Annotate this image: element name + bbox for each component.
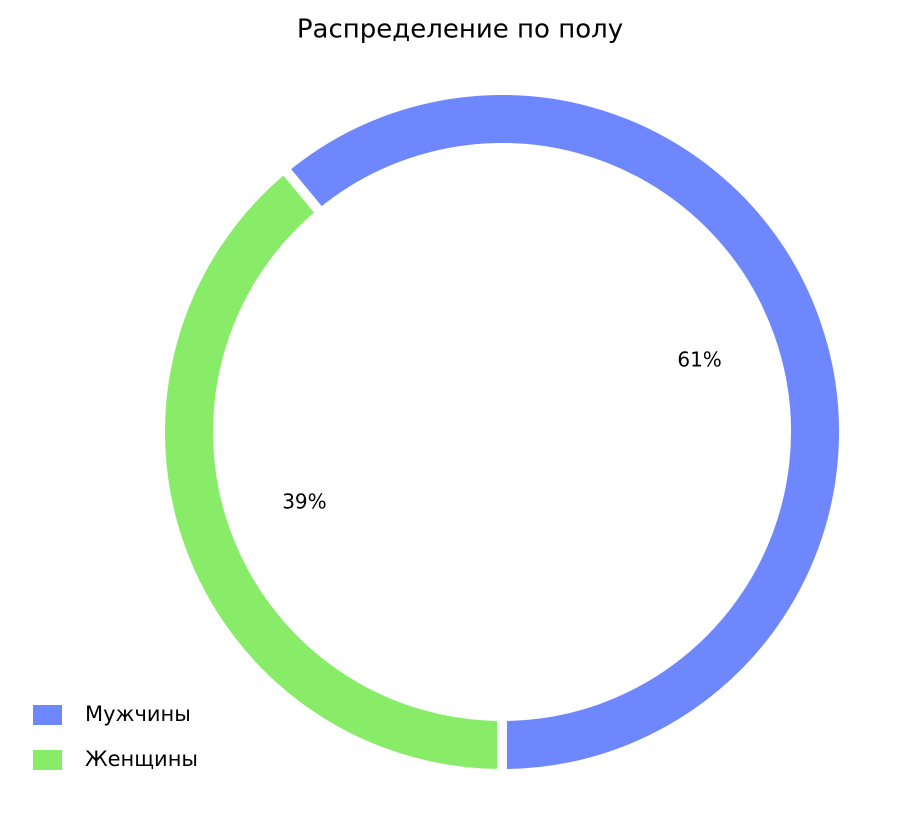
legend-label: Мужчины [85,702,191,726]
legend-swatch [33,750,62,770]
data-label: 39% [282,490,326,514]
legend-label: Женщины [85,747,198,771]
chart-title: Распределение по полу [297,15,623,45]
pie-slice [155,161,507,780]
data-label: 61% [677,347,721,371]
pie-slice [276,85,849,780]
legend-swatch [33,705,62,725]
